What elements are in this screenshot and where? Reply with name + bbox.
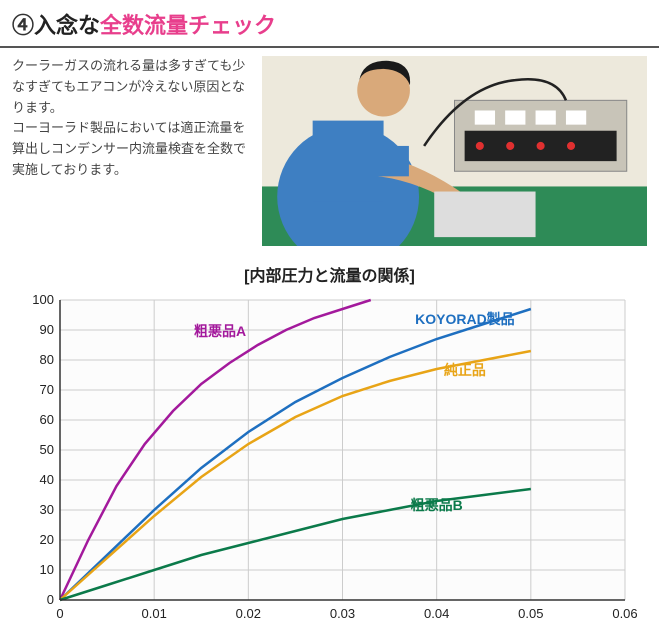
chart-container: 粗悪品A KOYORAD製品純正品粗悪品B 0 0.01 0.02 0.03 0.04 0.0… [20, 290, 640, 630]
y-tick-label: 90 [39, 322, 53, 337]
y-tick-label: 30 [39, 502, 53, 517]
section-number: ④ [12, 13, 34, 38]
equipment-led-4 [567, 142, 575, 150]
y-tick-label: 100 [32, 292, 54, 307]
y-tick-label: 40 [39, 472, 53, 487]
equipment-led-3 [537, 142, 545, 150]
top-row: クーラーガスの流れる量は多すぎても少なすぎてもエアコンが冷えない原因となります。… [0, 48, 659, 246]
y-tick-label: 80 [39, 352, 53, 367]
x-tick-label: 0.02 [235, 606, 260, 621]
y-tick-label: 0 [46, 592, 53, 607]
x-tick-label: 0.03 [329, 606, 354, 621]
x-tick-label: 0 [56, 606, 63, 621]
series-label: 粗悪品A [194, 323, 246, 339]
equipment-display-1 [475, 110, 495, 124]
x-tick-label: 0.05 [518, 606, 543, 621]
worker-torso [313, 121, 384, 202]
description-text: クーラーガスの流れる量は多すぎても少なすぎてもエアコンが冷えない原因となります。… [12, 56, 252, 246]
equipment-display-3 [536, 110, 556, 124]
photo-svg [262, 56, 647, 246]
y-tick-label: 20 [39, 532, 53, 547]
section-title-black: 入念な [34, 13, 100, 38]
chart-title: [内部圧力と流量の関係] [0, 262, 659, 286]
series-label: KOYORAD製品 [415, 311, 515, 327]
section-title-pink: 全数流量チェック [100, 13, 276, 38]
series-label: 純正品 [443, 362, 485, 378]
x-tick-label: 0.04 [424, 606, 449, 621]
y-tick-label: 10 [39, 562, 53, 577]
equipment-led-1 [476, 142, 484, 150]
y-tick-label: 60 [39, 412, 53, 427]
section-title: ④入念な全数流量チェック [0, 0, 659, 48]
equipment-display-2 [505, 110, 525, 124]
x-tick-label: 0.01 [141, 606, 166, 621]
chart-svg: 粗悪品A KOYORAD製品純正品粗悪品B 0 0.01 0.02 0.03 0.04 0.0… [20, 290, 640, 630]
y-tick-label: 70 [39, 382, 53, 397]
equipment-led-2 [506, 142, 514, 150]
work-sheet [434, 192, 535, 238]
equipment-display-4 [566, 110, 586, 124]
inspection-photo [262, 56, 647, 246]
y-tick-label: 50 [39, 442, 53, 457]
worker-sleeve [379, 146, 409, 176]
series-label: 粗悪品B [410, 497, 462, 513]
x-tick-label: 0.06 [612, 606, 637, 621]
